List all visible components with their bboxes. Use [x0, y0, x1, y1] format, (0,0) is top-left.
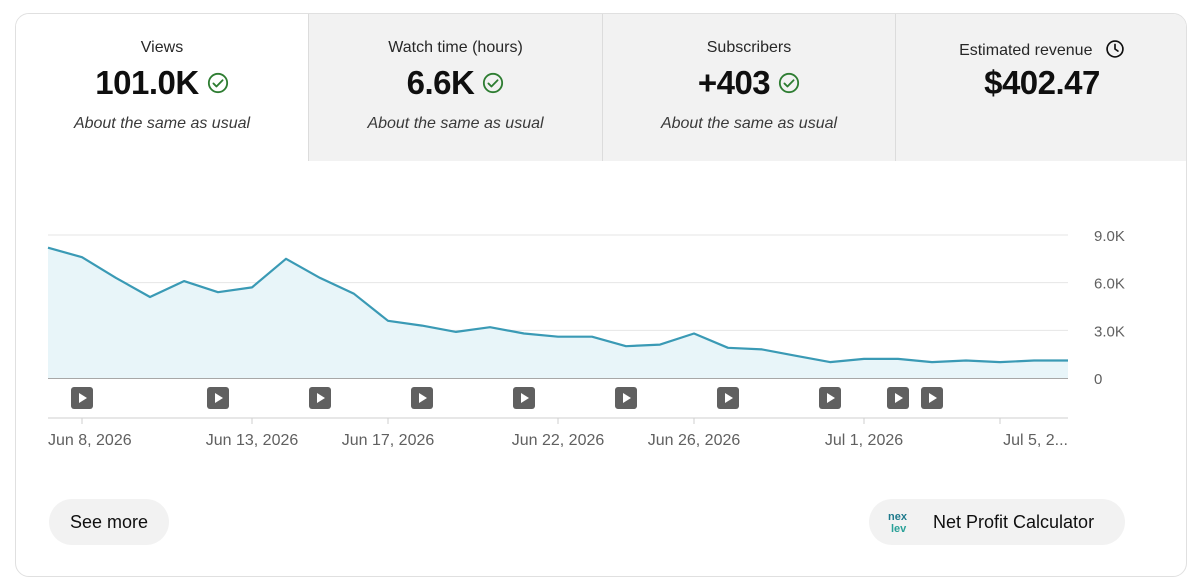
tab-note: About the same as usual [367, 115, 544, 132]
metric-tabs: Views 101.0K About the same as usual Wat… [16, 14, 1186, 161]
tab-value: 101.0K [95, 64, 199, 101]
x-tick-label: Jul 1, 2026 [825, 432, 903, 449]
tab-watch-time[interactable]: Watch time (hours) 6.6K About the same a… [308, 14, 602, 161]
see-more-button[interactable]: See more [49, 499, 169, 545]
video-marker-play-icon[interactable] [411, 387, 433, 409]
check-circle-icon [779, 72, 800, 94]
nexlev-logo-icon: nex lev [888, 511, 908, 535]
video-marker-play-icon[interactable] [207, 387, 229, 409]
x-tick-label: Jun 8, 2026 [48, 432, 132, 449]
tab-estimated-revenue[interactable]: Estimated revenue $402.47 [895, 14, 1186, 161]
x-tick-label: Jun 17, 2026 [342, 432, 435, 449]
y-tick-label: 0 [1094, 371, 1102, 388]
tab-label: Subscribers [706, 39, 792, 56]
tab-label: Watch time (hours) [388, 39, 523, 56]
tab-subscribers[interactable]: Subscribers +403 About the same as usual [602, 14, 895, 161]
video-marker-play-icon[interactable] [921, 387, 943, 409]
video-marker-play-icon[interactable] [887, 387, 909, 409]
tab-views[interactable]: Views 101.0K About the same as usual [16, 14, 308, 161]
clock-icon [1106, 40, 1124, 58]
views-chart: 0 3.0K 6.0K 9.0K Jun 8, 2026 Jun 13, 2026 Jun … [47, 228, 1125, 449]
y-tick-label: 9.0K [1094, 228, 1125, 245]
check-circle-icon [483, 72, 504, 94]
video-marker-play-icon[interactable] [717, 387, 739, 409]
video-marker-play-icon[interactable] [513, 387, 535, 409]
see-more-label: See more [69, 511, 149, 532]
video-marker-play-icon[interactable] [615, 387, 637, 409]
y-tick-label: 6.0K [1094, 276, 1125, 293]
tab-note: About the same as usual [73, 115, 251, 132]
x-tick-label: Jun 22, 2026 [512, 432, 605, 449]
tab-label: Estimated revenue [959, 42, 1093, 59]
net-profit-calculator-label: Net Profit Calculator [933, 511, 1095, 532]
svg-text:lev: lev [891, 523, 907, 535]
analytics-card: Views 101.0K About the same as usual Wat… [15, 13, 1187, 577]
video-marker-play-icon[interactable] [309, 387, 331, 409]
net-profit-calculator-button[interactable]: nex lev Net Profit Calculator [869, 499, 1125, 545]
tab-value: 6.6K [406, 64, 475, 101]
x-tick-label: Jun 26, 2026 [648, 432, 741, 449]
tab-note: About the same as usual [660, 115, 838, 132]
x-tick-label: Jul 5, 2... [1003, 432, 1068, 449]
tab-value: +403 [697, 64, 771, 101]
x-tick-label: Jun 13, 2026 [206, 432, 299, 449]
check-circle-icon [207, 72, 228, 94]
svg-text:nex: nex [888, 511, 908, 523]
tab-value: $402.47 [984, 64, 1100, 101]
video-marker-play-icon[interactable] [819, 387, 841, 409]
y-tick-label: 3.0K [1094, 323, 1125, 340]
video-marker-play-icon[interactable] [71, 387, 93, 409]
series-line [47, 246, 1068, 364]
series-area [48, 247, 1068, 378]
tab-label: Views [140, 39, 184, 56]
